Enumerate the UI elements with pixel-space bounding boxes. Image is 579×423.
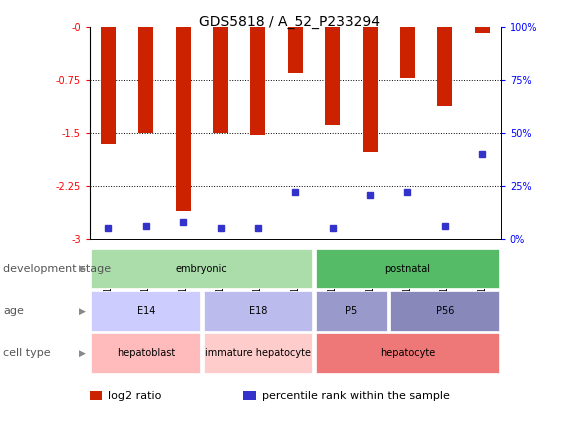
Text: percentile rank within the sample: percentile rank within the sample bbox=[262, 390, 449, 401]
Text: embryonic: embryonic bbox=[176, 264, 228, 274]
Text: immature hepatocyte: immature hepatocyte bbox=[205, 348, 311, 358]
Bar bbox=[175, 27, 190, 211]
Bar bbox=[362, 27, 378, 152]
Text: development stage: development stage bbox=[3, 264, 111, 274]
Bar bbox=[437, 27, 452, 107]
Bar bbox=[288, 27, 303, 73]
Text: ▶: ▶ bbox=[79, 264, 86, 273]
Text: ▶: ▶ bbox=[79, 306, 86, 316]
Text: postnatal: postnatal bbox=[384, 264, 430, 274]
Text: E18: E18 bbox=[249, 306, 267, 316]
Text: age: age bbox=[3, 306, 24, 316]
Text: E14: E14 bbox=[137, 306, 155, 316]
Text: log2 ratio: log2 ratio bbox=[108, 390, 162, 401]
Bar bbox=[251, 27, 265, 135]
Bar bbox=[400, 27, 415, 77]
Bar bbox=[138, 27, 153, 133]
Bar bbox=[101, 27, 116, 144]
Text: hepatoblast: hepatoblast bbox=[117, 348, 175, 358]
Text: cell type: cell type bbox=[3, 348, 50, 358]
Text: GDS5818 / A_52_P233294: GDS5818 / A_52_P233294 bbox=[199, 15, 380, 29]
Text: P56: P56 bbox=[435, 306, 454, 316]
Bar bbox=[213, 27, 228, 133]
Text: hepatocyte: hepatocyte bbox=[380, 348, 435, 358]
Text: ▶: ▶ bbox=[79, 349, 86, 358]
Bar bbox=[325, 27, 340, 125]
Text: P5: P5 bbox=[345, 306, 357, 316]
Bar bbox=[475, 27, 490, 33]
